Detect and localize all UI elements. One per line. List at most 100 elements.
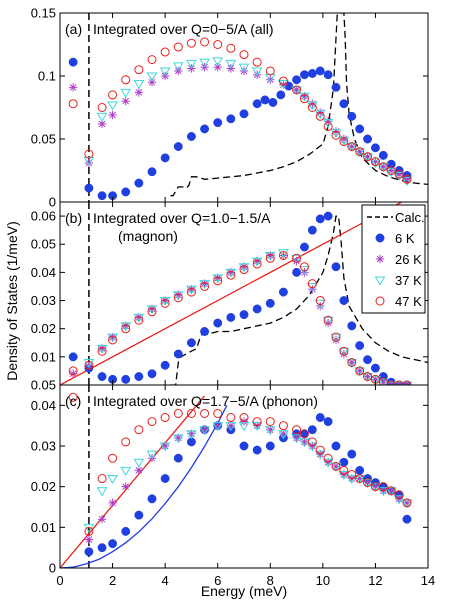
data-point [147,307,157,317]
data-point [84,158,94,168]
data-point [226,114,236,124]
data-point [187,285,196,294]
legend-label: Calc. [395,210,425,225]
data-point [402,380,412,385]
data-point [378,377,388,385]
legend-marker [375,254,385,264]
data-point [68,57,78,67]
data-point [402,174,412,184]
data-point [108,335,118,345]
data-point [68,352,78,362]
data-point [291,434,302,444]
panel-label: (c) [65,393,81,409]
quadratic-fit-curve [60,405,228,568]
data-point [266,425,275,434]
data-point [146,450,158,460]
data-point [354,367,366,377]
series-47k [68,37,412,184]
data-point [226,421,236,430]
data-point [134,178,144,188]
data-point [331,461,341,471]
data-point [299,262,309,272]
data-point [225,59,237,69]
data-point [172,291,184,301]
y-tick-label: 0.04 [31,265,56,280]
data-point [159,297,171,307]
data-point [199,426,210,436]
data-point [212,422,224,432]
data-point [300,268,309,277]
data-point [300,91,309,101]
data-point [97,191,107,201]
data-point [147,369,157,379]
data-point [346,143,358,153]
data-point [225,268,237,278]
data-point [314,450,326,460]
y-tick-label: 0.03 [31,293,56,308]
data-point [394,169,404,179]
data-point [160,298,170,308]
data-point [354,475,366,485]
data-point [265,417,275,427]
data-point [160,441,170,451]
data-point [108,539,118,549]
data-point [363,355,372,365]
data-point [212,57,224,67]
legend-item: 47 K [375,294,422,309]
data-point [121,187,131,197]
y-tick-label: 0.05 [31,237,56,252]
data-point [331,335,341,345]
data-point [394,170,404,179]
data-point [199,58,210,68]
data-point [315,111,325,121]
data-point [292,433,301,443]
data-point [252,256,262,266]
data-point [120,322,132,332]
data-point [133,80,145,90]
data-point [379,162,388,171]
data-point [96,112,108,122]
data-point [160,153,170,163]
y-tick-label: 0 [49,561,56,576]
data-point [377,163,389,173]
data-point [108,498,117,508]
data-point [120,466,132,476]
data-point [266,75,275,84]
data-point [186,408,196,418]
data-point [307,279,317,289]
data-point [339,465,349,475]
data-point [238,422,250,432]
data-point [363,134,372,144]
data-point [362,479,373,489]
data-point [339,457,349,467]
data-point [200,408,210,418]
x-axis-label: Energy (meV) [201,583,287,599]
y-tick-label: 0.15 [31,6,56,21]
data-point [84,360,94,370]
data-point [239,265,249,275]
data-point [315,296,325,306]
data-point [370,143,380,153]
data-point [339,349,349,359]
data-point [393,172,405,182]
data-point [363,372,372,381]
data-point [147,304,157,314]
plot-area [68,13,428,202]
data-point [225,422,237,432]
x-tick-label: 2 [109,573,116,588]
data-point [299,92,310,102]
y-axis-label: Density of States (1/meV) [4,221,20,381]
data-point [84,547,94,557]
data-point [147,78,157,87]
series-26k [68,251,412,385]
data-point [377,487,389,497]
data-point [186,132,196,141]
data-point [370,159,381,169]
linear-fit-line [60,395,206,568]
data-point [97,515,107,524]
data-point [265,253,275,263]
data-point [121,374,131,384]
data-point [378,482,388,492]
data-point [355,474,364,483]
